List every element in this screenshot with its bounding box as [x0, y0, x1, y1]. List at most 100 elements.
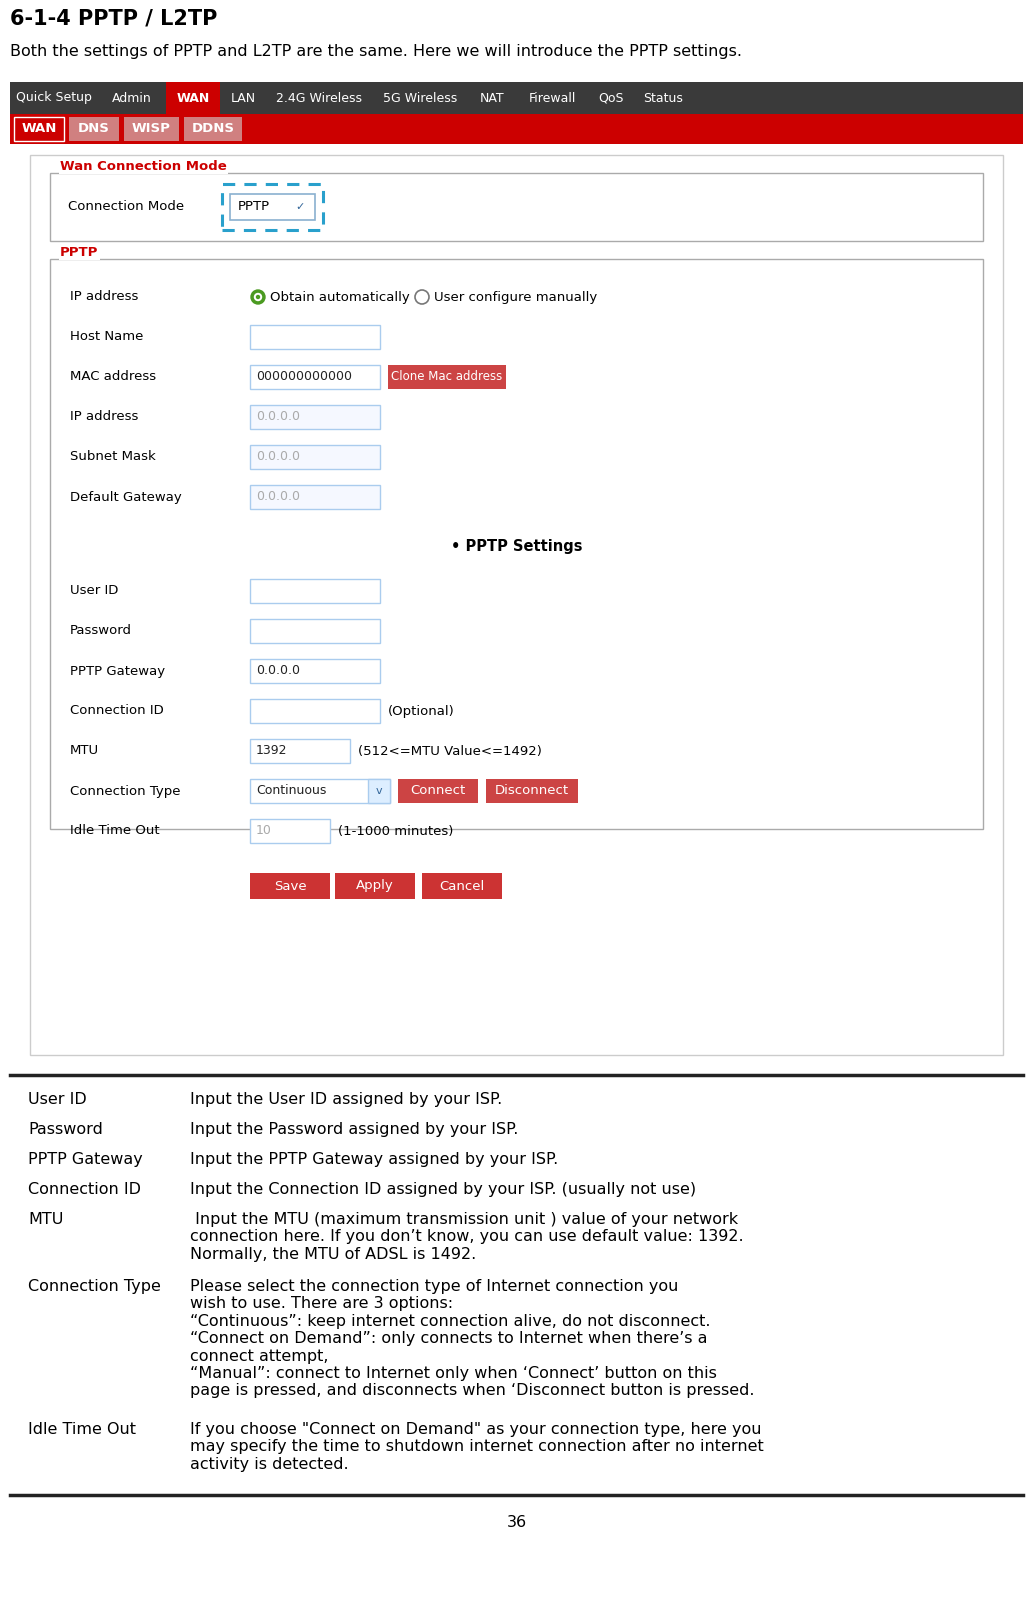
Text: Apply: Apply [356, 880, 394, 893]
Text: Idle Time Out: Idle Time Out [28, 1422, 136, 1437]
Text: 10: 10 [256, 824, 272, 837]
Text: WISP: WISP [132, 123, 170, 136]
Bar [250, 485, 380, 509]
Text: 0.0.0.0: 0.0.0.0 [256, 411, 300, 424]
Text: Password: Password [70, 624, 132, 637]
Bar [124, 117, 179, 141]
Text: ✓: ✓ [295, 202, 305, 211]
Text: Wan Connection Mode: Wan Connection Mode [60, 160, 227, 173]
Bar [10, 114, 1023, 144]
Text: Password: Password [28, 1122, 103, 1138]
Text: PPTP: PPTP [60, 246, 98, 259]
Circle shape [256, 296, 259, 299]
Bar [398, 779, 478, 803]
Bar [99, 82, 165, 114]
Text: Obtain automatically: Obtain automatically [270, 291, 410, 304]
Text: Idle Time Out: Idle Time Out [70, 824, 160, 837]
Text: Status: Status [644, 91, 683, 104]
Text: 36: 36 [506, 1515, 527, 1530]
Text: Default Gateway: Default Gateway [70, 491, 182, 504]
Text: If you choose "Connect on Demand" as your connection type, here you
may specify : If you choose "Connect on Demand" as you… [190, 1422, 763, 1472]
Bar [250, 659, 380, 683]
Bar [250, 699, 380, 723]
Text: Input the User ID assigned by your ISP.: Input the User ID assigned by your ISP. [190, 1091, 502, 1107]
Bar [250, 739, 350, 763]
Bar [50, 259, 983, 829]
Bar [250, 619, 380, 643]
Bar [486, 779, 578, 803]
Text: Admin: Admin [113, 91, 152, 104]
Bar [184, 117, 242, 141]
Circle shape [415, 290, 429, 304]
Text: 0.0.0.0: 0.0.0.0 [256, 664, 300, 677]
Circle shape [254, 293, 261, 301]
Text: Continuous: Continuous [256, 784, 326, 797]
Text: LAN: LAN [231, 91, 256, 104]
Text: 6-1-4 PPTP / L2TP: 6-1-4 PPTP / L2TP [10, 8, 217, 27]
Bar [388, 365, 506, 389]
Bar [250, 325, 380, 349]
Text: Cancel: Cancel [439, 880, 484, 893]
Text: 0.0.0.0: 0.0.0.0 [256, 451, 300, 464]
Text: Both the settings of PPTP and L2TP are the same. Here we will introduce the PPTP: Both the settings of PPTP and L2TP are t… [10, 43, 742, 59]
Text: Connection ID: Connection ID [28, 1182, 140, 1197]
Text: • PPTP Settings: • PPTP Settings [450, 539, 583, 555]
Text: User configure manually: User configure manually [434, 291, 597, 304]
Text: User ID: User ID [70, 584, 119, 597]
Text: 2.4G Wireless: 2.4G Wireless [276, 91, 362, 104]
Bar [250, 779, 390, 803]
Bar [267, 82, 370, 114]
Bar [221, 82, 267, 114]
Text: Connect: Connect [410, 784, 466, 797]
Text: Connection Mode: Connection Mode [68, 200, 184, 213]
Bar [371, 82, 469, 114]
Bar [250, 874, 330, 899]
Bar [250, 579, 380, 603]
Text: Save: Save [274, 880, 307, 893]
Text: 000000000000: 000000000000 [256, 371, 352, 384]
Text: User ID: User ID [28, 1091, 87, 1107]
Text: Host Name: Host Name [70, 331, 144, 344]
Bar [222, 184, 323, 230]
Text: Connection Type: Connection Type [28, 1278, 161, 1294]
Text: v: v [376, 786, 382, 795]
Bar [368, 779, 390, 803]
Text: DDNS: DDNS [191, 123, 234, 136]
Text: Firewall: Firewall [529, 91, 576, 104]
Bar [250, 365, 380, 389]
Bar [470, 82, 515, 114]
Text: Clone Mac address: Clone Mac address [392, 371, 503, 384]
Text: PPTP: PPTP [238, 200, 270, 213]
Bar [633, 82, 693, 114]
Text: WAN: WAN [22, 123, 57, 136]
Bar [10, 82, 98, 114]
Text: Input the MTU (maximum transmission unit ) value of your network
connection here: Input the MTU (maximum transmission unit… [190, 1213, 744, 1262]
Text: IP address: IP address [70, 291, 138, 304]
Text: Connection Type: Connection Type [70, 784, 181, 797]
Bar [590, 82, 632, 114]
Text: WAN: WAN [177, 91, 210, 104]
Text: NAT: NAT [480, 91, 505, 104]
Text: (Optional): (Optional) [388, 704, 455, 717]
Bar [250, 405, 380, 429]
Text: IP address: IP address [70, 411, 138, 424]
Text: Please select the connection type of Internet connection you
wish to use. There : Please select the connection type of Int… [190, 1278, 754, 1398]
Text: Connection ID: Connection ID [70, 704, 164, 717]
Text: MTU: MTU [28, 1213, 63, 1227]
Text: PPTP Gateway: PPTP Gateway [70, 664, 165, 677]
Text: 5G Wireless: 5G Wireless [383, 91, 458, 104]
Text: Input the Connection ID assigned by your ISP. (usually not use): Input the Connection ID assigned by your… [190, 1182, 696, 1197]
Bar [516, 82, 589, 114]
Text: Quick Setup: Quick Setup [17, 91, 92, 104]
Text: (512<=MTU Value<=1492): (512<=MTU Value<=1492) [358, 744, 542, 757]
Bar [250, 819, 330, 843]
Text: QoS: QoS [598, 91, 624, 104]
Bar [14, 117, 64, 141]
Text: Subnet Mask: Subnet Mask [70, 451, 156, 464]
Text: Input the PPTP Gateway assigned by your ISP.: Input the PPTP Gateway assigned by your … [190, 1152, 558, 1166]
Bar [335, 874, 415, 899]
Bar [250, 445, 380, 469]
Circle shape [251, 290, 265, 304]
Text: (1-1000 minutes): (1-1000 minutes) [338, 824, 453, 837]
Text: MAC address: MAC address [70, 371, 156, 384]
